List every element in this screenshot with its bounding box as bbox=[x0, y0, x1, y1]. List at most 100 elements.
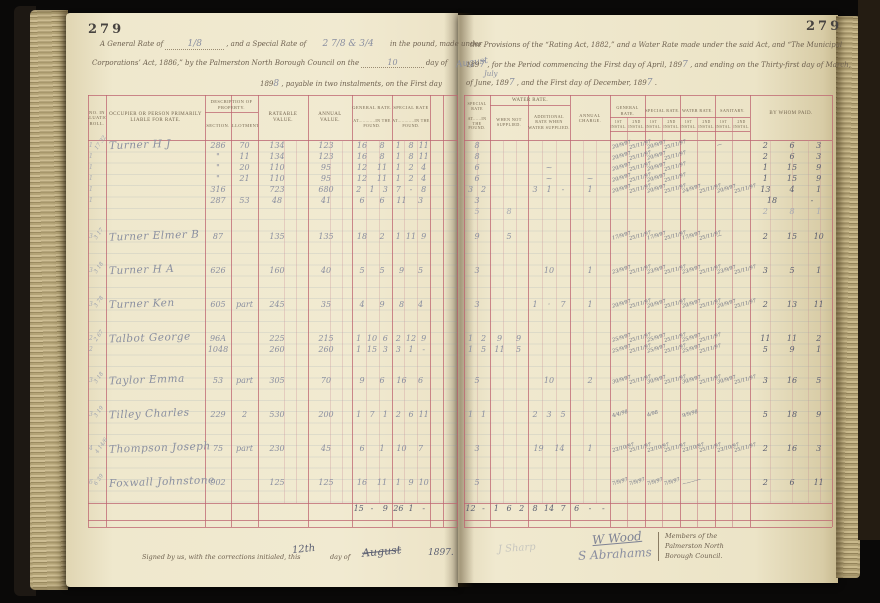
cell-value: 287 bbox=[210, 196, 226, 205]
rateable-value-cell: 125 bbox=[258, 478, 296, 487]
cell-value: 12 bbox=[356, 174, 368, 183]
cell-value: 45 bbox=[320, 444, 332, 453]
cell-value: 3 bbox=[532, 185, 538, 194]
cell-value: 6 bbox=[382, 334, 388, 343]
section-cell: 605 bbox=[205, 300, 231, 309]
roll-number: 3 bbox=[89, 233, 93, 240]
cell-value: - bbox=[482, 504, 485, 513]
preamble-left-line1: A General Rate of 1/8 , and a Special Ra… bbox=[100, 39, 482, 50]
allotment-cell: part bbox=[231, 376, 258, 385]
cell-value: 260 bbox=[269, 345, 285, 354]
special-rate-cell: 1 8 11 bbox=[392, 152, 430, 161]
special-in-pound-cell: 3 bbox=[464, 300, 490, 309]
section-cell: 287 bbox=[205, 196, 231, 205]
cell-value: 4 bbox=[417, 300, 424, 309]
cell-value: 5 bbox=[474, 207, 480, 216]
cell-value: 12 bbox=[405, 334, 417, 343]
header-special-rate-in-pound: Special Rate bbox=[467, 100, 487, 111]
cell-value: 1 bbox=[395, 232, 401, 241]
grid-horizontal-line bbox=[88, 520, 457, 521]
special-rate-cell: 11 3 bbox=[392, 196, 430, 205]
grid-vertical-line bbox=[750, 95, 751, 527]
annual-value-cell: 123 bbox=[308, 152, 344, 161]
grid-vertical-line bbox=[284, 140, 285, 503]
cell-value: 1 bbox=[587, 266, 593, 275]
cell-value: 6 bbox=[359, 196, 365, 205]
cell-value: 8 bbox=[408, 152, 414, 161]
cell-value: 5 bbox=[816, 376, 822, 385]
cell-value: 3 bbox=[417, 196, 424, 205]
section-cell: 902 bbox=[205, 478, 231, 487]
cell-value: 21 bbox=[239, 174, 250, 183]
cell-value: 135 bbox=[269, 232, 285, 241]
cell-value: 3 bbox=[762, 266, 768, 275]
handwritten-signing-year: 1897. bbox=[428, 548, 454, 558]
cell-value: 11 bbox=[418, 152, 429, 161]
cell-value: - bbox=[561, 185, 565, 194]
header-valuation-roll: No. in Valuation Roll. bbox=[88, 109, 106, 126]
allotment-cell: 20 bbox=[231, 163, 258, 172]
grid-vertical-line bbox=[330, 140, 331, 503]
cell-value: 123 bbox=[318, 141, 334, 150]
annual-value-cell: 95 bbox=[308, 174, 344, 183]
rateable-value-cell: 135 bbox=[258, 232, 296, 241]
cell-value: 2 bbox=[587, 376, 593, 385]
special-in-pound-cell: 3 bbox=[464, 444, 490, 453]
cell-value: 14 bbox=[554, 444, 565, 453]
cell-value: 11 bbox=[418, 410, 429, 419]
amount-paid-cell: 2 16 3 bbox=[752, 444, 832, 453]
cell-value: 7 bbox=[560, 504, 566, 513]
preamble-right-line2: 1897 , for the Period commencing the Fir… bbox=[466, 60, 851, 70]
header-general-rate-sub: at............in the pound. bbox=[353, 118, 391, 128]
cell-value: 10 bbox=[813, 232, 824, 241]
roll-number: 1 bbox=[89, 186, 93, 193]
cell-value: 8 bbox=[474, 152, 480, 161]
header-second-instalment: 2nd Instal. bbox=[698, 120, 715, 129]
cell-value: 6 bbox=[506, 504, 512, 513]
cell-value: 4 bbox=[359, 300, 365, 309]
cell-value: 8 bbox=[532, 504, 538, 513]
grid-vertical-line bbox=[464, 95, 465, 527]
cell-value: 3 bbox=[762, 376, 768, 385]
cell-value: 1048 bbox=[207, 345, 229, 354]
header-special-rate-in-pound-sub: at......in the pound. bbox=[467, 116, 487, 131]
grid-vertical-line bbox=[443, 95, 444, 527]
annual-value-cell: 260 bbox=[308, 345, 344, 354]
cell-value: 16 bbox=[396, 376, 407, 385]
amount-paid-cell: 2 6 3 bbox=[752, 152, 832, 161]
header-additional-rate: Additional Rate When Water Supplied. bbox=[528, 114, 570, 130]
cell-value: 2 bbox=[762, 232, 768, 241]
cell-value: 6 bbox=[474, 163, 480, 172]
special-rate-cell: 2 6 11 bbox=[392, 410, 430, 419]
cell-value: 3 bbox=[382, 185, 388, 194]
special-in-pound-cell: 5 bbox=[464, 376, 490, 385]
allotment-cell: 2 bbox=[231, 410, 258, 419]
cell-value: 5 bbox=[762, 345, 768, 354]
cell-value: 14 bbox=[543, 504, 555, 513]
cell-value: 1 bbox=[762, 163, 768, 172]
cell-value: 75 bbox=[212, 444, 224, 453]
cell-value: 11 bbox=[813, 300, 824, 309]
cell-value: 11 bbox=[813, 478, 824, 487]
cell-value: 1 bbox=[382, 410, 388, 419]
additional-rate-cell: 1 · 7 bbox=[528, 300, 570, 309]
cell-value: 8 bbox=[789, 207, 795, 216]
annual-charge-cell: 2 bbox=[570, 376, 610, 385]
grid-vertical-line bbox=[352, 95, 353, 527]
cell-value: 1 bbox=[816, 266, 822, 275]
header-annual-charge: Annual Charge. bbox=[578, 112, 602, 123]
grid-vertical-line bbox=[477, 140, 478, 503]
cell-value: 11 bbox=[405, 232, 417, 241]
cell-value: 10 bbox=[543, 376, 555, 385]
grid-horizontal-line bbox=[88, 527, 457, 528]
section-cell: 626 bbox=[205, 266, 231, 275]
grid-vertical-line bbox=[205, 95, 206, 527]
grid-vertical-line bbox=[808, 140, 809, 503]
header-paid-group: General Rate. bbox=[616, 105, 639, 116]
cell-value: 902 bbox=[210, 478, 226, 487]
cell-value: 16 bbox=[356, 152, 368, 161]
